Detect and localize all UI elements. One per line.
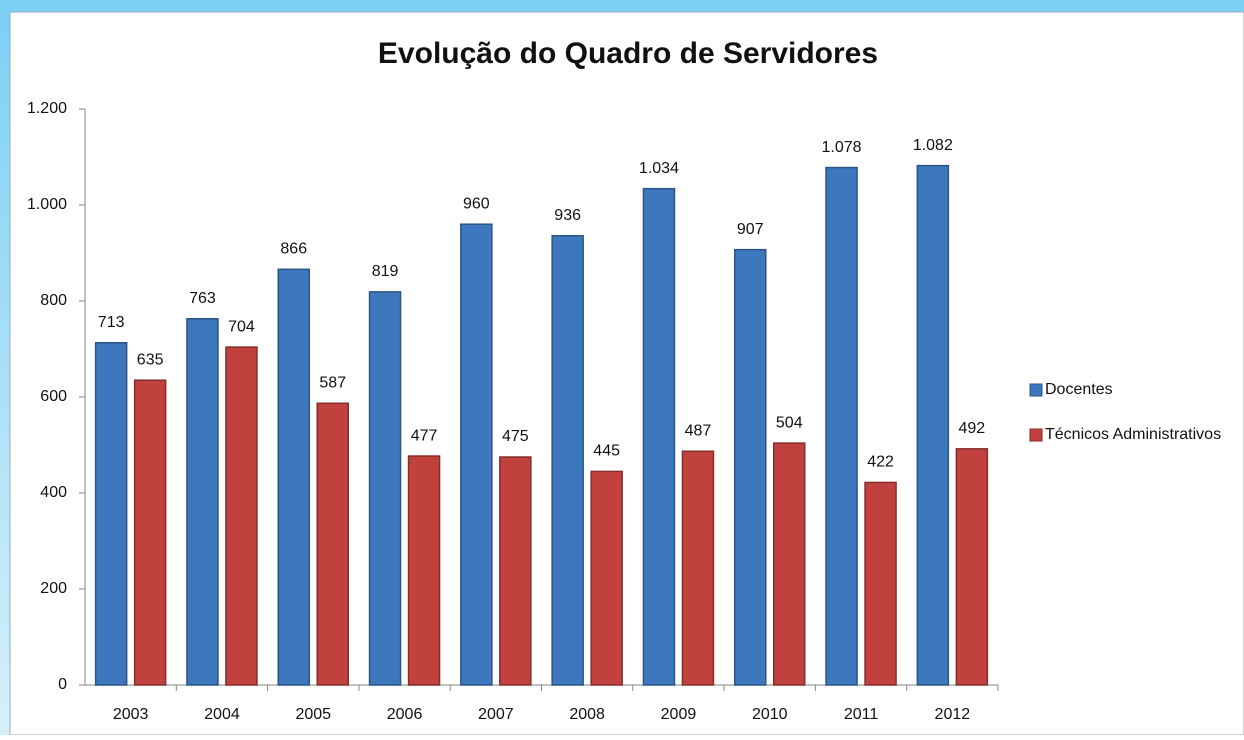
data-label: 866 bbox=[280, 241, 307, 258]
x-tick-label: 2007 bbox=[478, 706, 514, 723]
y-tick-label: 1.200 bbox=[27, 100, 67, 117]
bar bbox=[551, 234, 584, 686]
x-tick-label: 2004 bbox=[204, 706, 240, 723]
data-label: 704 bbox=[228, 318, 255, 335]
y-tick-label: 200 bbox=[40, 580, 67, 597]
bar bbox=[460, 223, 493, 686]
bar bbox=[590, 470, 623, 686]
bar bbox=[277, 268, 310, 686]
data-label: 477 bbox=[411, 427, 438, 444]
x-tick-label: 2011 bbox=[844, 706, 879, 723]
data-label: 475 bbox=[502, 428, 529, 445]
data-label: 1.034 bbox=[639, 160, 679, 177]
bar bbox=[642, 187, 676, 686]
bar bbox=[407, 455, 441, 686]
data-label: 422 bbox=[867, 454, 894, 471]
y-tick-label: 0 bbox=[58, 676, 67, 693]
bar bbox=[499, 456, 532, 686]
data-label: 763 bbox=[189, 290, 216, 307]
data-label: 960 bbox=[463, 195, 490, 212]
data-label: 713 bbox=[98, 314, 125, 331]
legend-swatch bbox=[1029, 428, 1043, 442]
x-tick-label: 2009 bbox=[661, 706, 697, 723]
bar bbox=[316, 402, 349, 686]
data-label: 819 bbox=[372, 263, 399, 280]
chart-title: Evolução do Quadro de Servidores bbox=[378, 37, 878, 70]
y-tick-label: 1.000 bbox=[27, 196, 67, 213]
legend-label: Docentes bbox=[1045, 381, 1113, 398]
data-label: 487 bbox=[685, 422, 712, 439]
bar bbox=[825, 166, 858, 686]
x-tick-label: 2008 bbox=[569, 706, 605, 723]
data-label: 492 bbox=[958, 420, 985, 437]
legend-label: Técnicos Administrativos bbox=[1045, 426, 1221, 443]
y-tick-label: 800 bbox=[40, 292, 67, 309]
bar bbox=[734, 248, 767, 686]
y-tick-label: 600 bbox=[40, 388, 67, 405]
y-tick-label: 400 bbox=[40, 484, 67, 501]
data-label: 445 bbox=[593, 443, 620, 460]
bar bbox=[955, 448, 989, 686]
data-label: 907 bbox=[737, 221, 764, 238]
bar bbox=[864, 481, 897, 686]
bar bbox=[773, 442, 806, 686]
bar bbox=[225, 346, 258, 686]
x-tick-label: 2010 bbox=[752, 706, 788, 723]
data-label: 1.078 bbox=[822, 139, 862, 156]
data-label: 635 bbox=[137, 351, 164, 368]
data-label: 587 bbox=[319, 374, 346, 391]
bar bbox=[94, 342, 128, 686]
bar bbox=[368, 291, 402, 686]
bar bbox=[133, 379, 167, 686]
x-tick-label: 2005 bbox=[295, 706, 331, 723]
x-tick-label: 2012 bbox=[935, 706, 971, 723]
data-label: 1.082 bbox=[913, 137, 953, 154]
x-tick-label: 2006 bbox=[387, 706, 423, 723]
legend-swatch bbox=[1029, 383, 1043, 397]
bar bbox=[916, 164, 950, 686]
bar bbox=[681, 450, 715, 686]
x-tick-label: 2003 bbox=[113, 706, 149, 723]
data-label: 936 bbox=[554, 207, 581, 224]
bar bbox=[186, 318, 219, 686]
data-label: 504 bbox=[776, 414, 803, 431]
